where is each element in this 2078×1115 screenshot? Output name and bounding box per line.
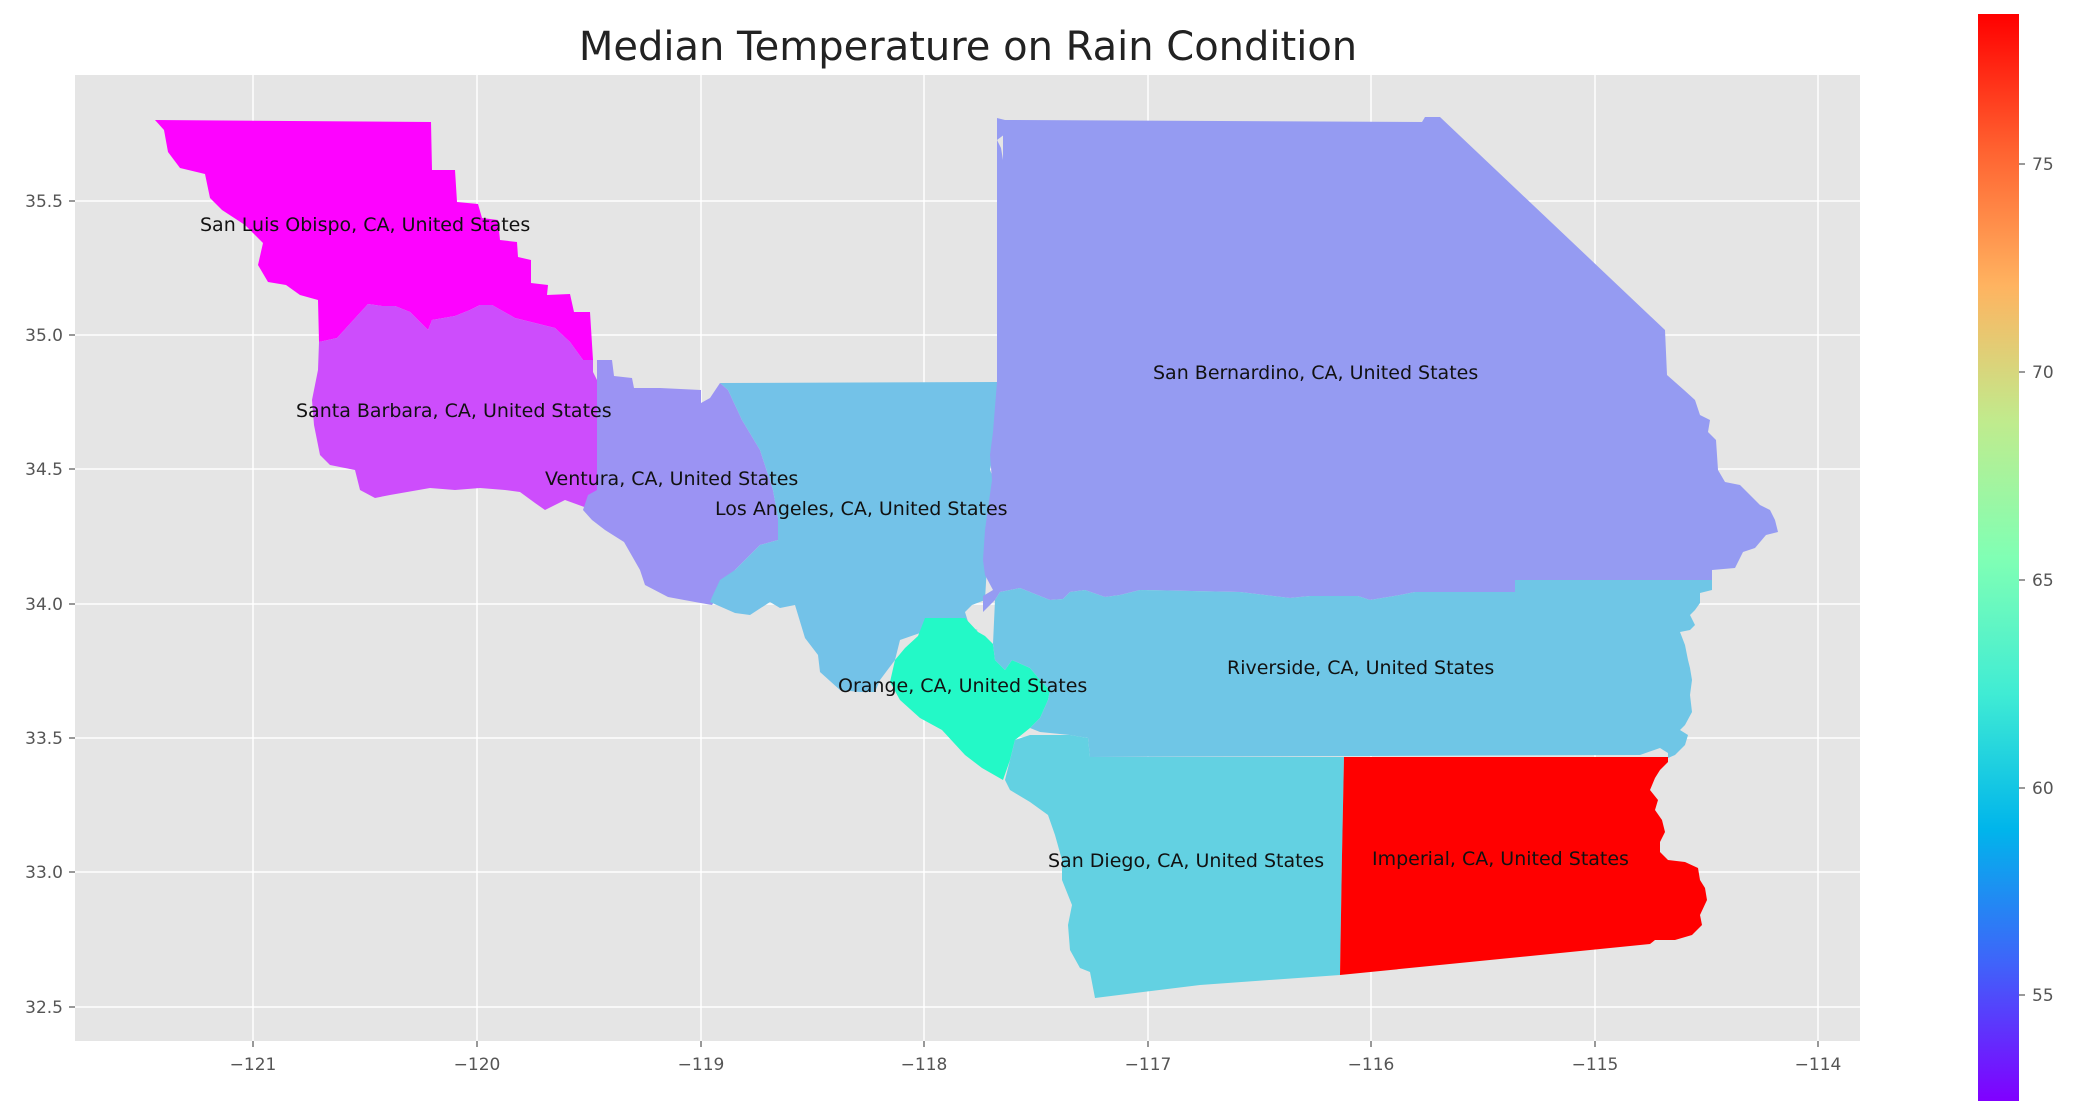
- y-tick-label-4: 34.5: [25, 460, 63, 480]
- colorbar-tick-label-60: 60: [2032, 779, 2054, 799]
- region-riverside[interactable]: [993, 580, 1712, 758]
- region-orange[interactable]: [890, 618, 1050, 780]
- region-santa-barbara[interactable]: [312, 304, 598, 515]
- colorbar-tick-label-65: 65: [2032, 571, 2054, 591]
- region-los-angeles[interactable]: [710, 382, 998, 692]
- region-label-santa-barbara: Santa Barbara, CA, United States: [296, 400, 612, 422]
- x-tick-label-0: −121: [230, 1055, 277, 1075]
- y-tick-label-0: 32.5: [25, 998, 63, 1018]
- colorbar-tick-label-55: 55: [2032, 986, 2054, 1006]
- region-label-san-luis-obispo: San Luis Obispo, CA, United States: [200, 214, 530, 236]
- y-tick-label-6: 35.5: [25, 192, 63, 212]
- y-tick-label-1: 33.0: [25, 863, 63, 883]
- colorbar-tick-label-70: 70: [2032, 363, 2054, 383]
- x-tick-label-4: −117: [1125, 1055, 1172, 1075]
- region-san-diego[interactable]: [1005, 735, 1344, 998]
- region-label-los-angeles: Los Angeles, CA, United States: [715, 498, 1008, 520]
- y-tick-label-5: 35.0: [25, 326, 63, 346]
- colorbar-tick-label-75: 75: [2032, 155, 2054, 175]
- region-label-imperial: Imperial, CA, United States: [1372, 848, 1629, 870]
- region-label-san-bernardino: San Bernardino, CA, United States: [1153, 362, 1478, 384]
- colorbar: 55 60 65 70 75: [1978, 14, 2054, 1101]
- x-tick-label-1: −120: [454, 1055, 501, 1075]
- chart-title: Median Temperature on Rain Condition: [579, 24, 1357, 70]
- y-tick-label-2: 33.5: [25, 729, 63, 749]
- region-ventura[interactable]: [583, 360, 778, 605]
- region-imperial[interactable]: [1340, 757, 1707, 975]
- county-layer: [155, 117, 1778, 998]
- region-label-riverside: Riverside, CA, United States: [1227, 657, 1494, 679]
- x-tick-label-5: −116: [1348, 1055, 1395, 1075]
- x-tick-label-7: −114: [1795, 1055, 1842, 1075]
- county-labels: San Luis Obispo, CA, United States Santa…: [200, 214, 1629, 872]
- y-axis: 32.5 33.0 33.5 34.0 34.5 35.0 35.5: [25, 192, 75, 1018]
- region-label-orange: Orange, CA, United States: [838, 675, 1087, 697]
- x-tick-label-6: −115: [1572, 1055, 1619, 1075]
- colorbar-gradient: [1978, 14, 2019, 1101]
- y-tick-label-3: 34.0: [25, 595, 63, 615]
- x-tick-label-3: −118: [901, 1055, 948, 1075]
- region-label-ventura: Ventura, CA, United States: [545, 468, 798, 490]
- region-san-bernardino[interactable]: [983, 117, 1778, 612]
- region-label-san-diego: San Diego, CA, United States: [1048, 850, 1324, 872]
- x-axis: −121 −120 −119 −118 −117 −116 −115 −114: [230, 1041, 1842, 1075]
- x-tick-label-2: −119: [678, 1055, 725, 1075]
- region-san-luis-obispo[interactable]: [155, 120, 593, 360]
